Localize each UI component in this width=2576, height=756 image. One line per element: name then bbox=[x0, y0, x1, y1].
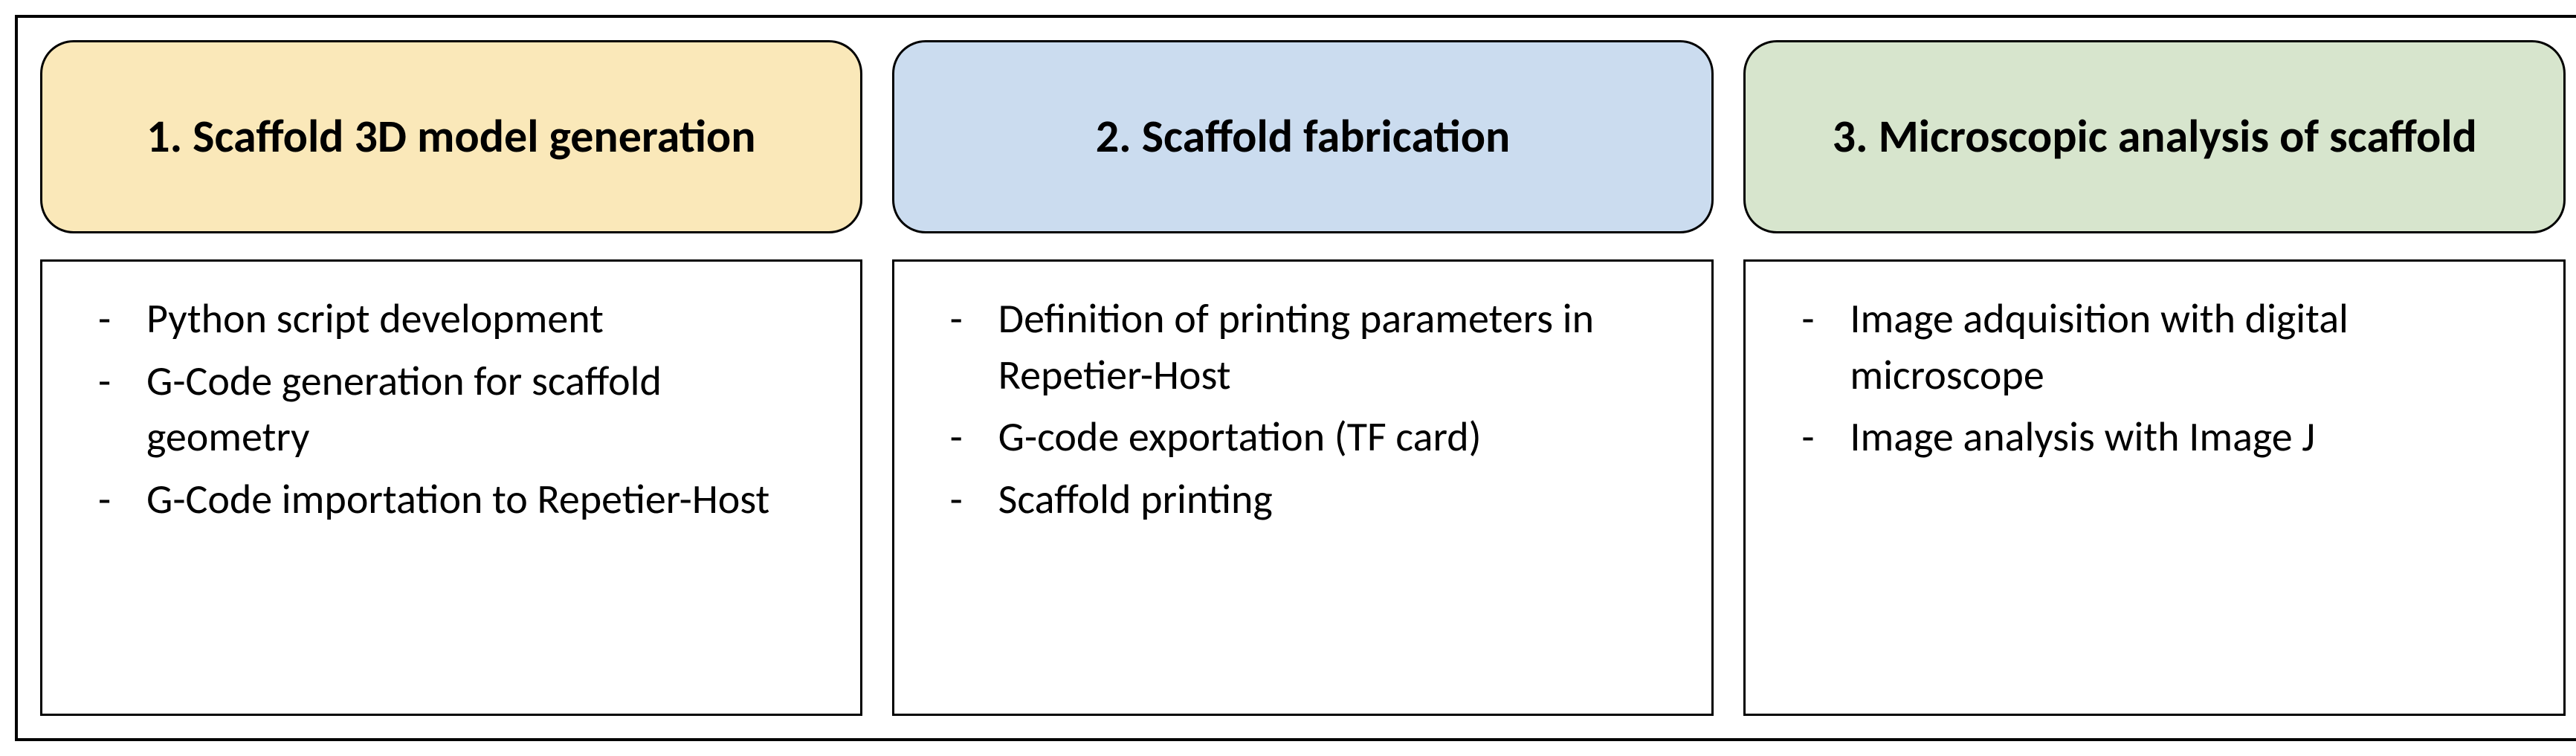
list-item: G-code exportation (TF card) bbox=[932, 410, 1682, 466]
list-item: Definition of printing parameters in Rep… bbox=[932, 291, 1682, 404]
column-1-title: 1. Scaffold 3D model generation bbox=[146, 108, 755, 166]
list-item: Scaffold printing bbox=[932, 472, 1682, 529]
list-item: G-Code generation for scaffold geometry bbox=[80, 354, 830, 466]
column-3-list: Image adquisition with digital microscop… bbox=[1783, 291, 2534, 466]
column-3-header: 3. Microscopic analysis of scaffold bbox=[1743, 40, 2566, 233]
column-1: 1. Scaffold 3D model generation Python s… bbox=[40, 40, 862, 716]
column-1-list: Python script development G-Code generat… bbox=[80, 291, 830, 528]
list-item: Image analysis with Image J bbox=[1783, 410, 2534, 466]
list-item: Python script development bbox=[80, 291, 830, 348]
column-1-body: Python script development G-Code generat… bbox=[40, 259, 862, 716]
column-2-body: Definition of printing parameters in Rep… bbox=[892, 259, 1714, 716]
column-2-title: 2. Scaffold fabrication bbox=[1096, 108, 1511, 166]
column-3-body: Image adquisition with digital microscop… bbox=[1743, 259, 2566, 716]
column-1-header: 1. Scaffold 3D model generation bbox=[40, 40, 862, 233]
list-item: Image adquisition with digital microscop… bbox=[1783, 291, 2534, 404]
column-3: 3. Microscopic analysis of scaffold Imag… bbox=[1743, 40, 2566, 716]
column-2-list: Definition of printing parameters in Rep… bbox=[932, 291, 1682, 528]
diagram-frame: 1. Scaffold 3D model generation Python s… bbox=[15, 15, 2576, 741]
column-2-header: 2. Scaffold fabrication bbox=[892, 40, 1714, 233]
column-3-title: 3. Microscopic analysis of scaffold bbox=[1833, 108, 2477, 166]
column-2: 2. Scaffold fabrication Definition of pr… bbox=[892, 40, 1714, 716]
list-item: G-Code importation to Repetier-Host bbox=[80, 472, 830, 529]
